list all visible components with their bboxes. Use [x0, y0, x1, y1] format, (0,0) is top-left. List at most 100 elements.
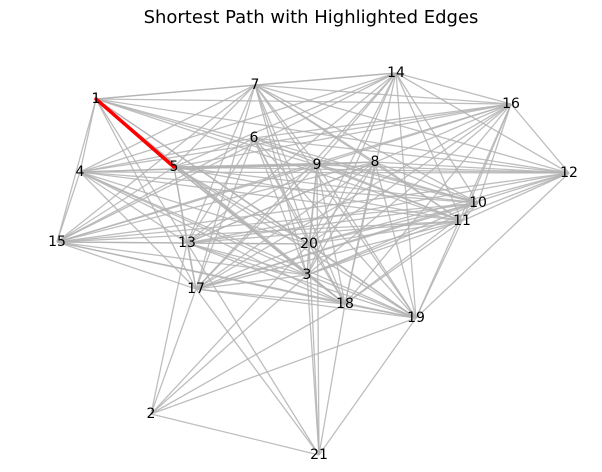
- edge-11-13: [186, 220, 463, 244]
- edge-17-19: [195, 288, 417, 319]
- edge-5-12: [173, 166, 570, 174]
- edge-15-7: [56, 84, 256, 243]
- edge-3-21: [306, 274, 320, 456]
- edge-1-15: [56, 98, 97, 243]
- edge-15-19: [56, 241, 417, 319]
- node-label-18: 18: [336, 296, 354, 312]
- edge-8-13: [186, 161, 376, 244]
- highlighted-edge-1-5: [94, 97, 176, 169]
- edge-10-20: [308, 202, 479, 245]
- edge-12-11: [461, 172, 570, 222]
- edge-17-20: [195, 243, 310, 290]
- edge-15-9: [56, 164, 318, 243]
- edge-6-17: [195, 137, 255, 290]
- edge-5-20: [173, 166, 310, 245]
- edge-14-13: [186, 72, 397, 244]
- edge-14-19: [395, 72, 417, 319]
- node-label-13: 13: [178, 235, 196, 251]
- edge-20-2: [150, 243, 310, 415]
- edge-14-10: [395, 72, 479, 204]
- node-label-14: 14: [387, 65, 405, 81]
- edge-5-18: [173, 166, 346, 305]
- edge-14-20: [308, 72, 397, 245]
- edge-17-18: [195, 288, 346, 305]
- edge-8-10: [374, 161, 479, 204]
- node-label-17: 17: [187, 281, 205, 297]
- edge-9-10: [316, 164, 479, 204]
- edge-8-17: [195, 161, 376, 290]
- edge-15-5: [56, 166, 175, 243]
- edge-20-19: [308, 243, 417, 319]
- edge-18-21: [318, 303, 346, 456]
- edge-16-3: [306, 103, 512, 276]
- node-label-11: 11: [453, 213, 471, 229]
- edge-11-19: [415, 220, 463, 319]
- edge-11-3: [306, 220, 463, 276]
- edge-7-13: [186, 84, 256, 244]
- edge-16-10: [477, 103, 512, 204]
- edge-8-3: [306, 161, 376, 276]
- edge-13-18: [186, 242, 346, 305]
- edge-15-10: [56, 202, 479, 243]
- edge-16-12: [510, 103, 570, 174]
- edge-14-9: [316, 72, 397, 166]
- edge-4-14: [79, 72, 397, 173]
- node-label-10: 10: [469, 195, 487, 211]
- edge-12-8: [374, 161, 570, 174]
- node-label-5: 5: [170, 159, 179, 175]
- node-label-19: 19: [407, 310, 425, 326]
- node-label-6: 6: [250, 130, 259, 146]
- edge-11-17: [195, 220, 463, 290]
- edge-15-17: [56, 241, 197, 290]
- edge-6-18: [253, 137, 346, 305]
- edge-4-11: [79, 171, 463, 222]
- edges-layer: [56, 72, 570, 456]
- chart-title: Shortest Path with Highlighted Edges: [144, 7, 479, 28]
- node-label-7: 7: [251, 77, 260, 93]
- edge-16-19: [415, 103, 512, 319]
- edge-1-17: [95, 98, 197, 290]
- edge-10-18: [344, 202, 479, 305]
- edge-6-12: [253, 137, 570, 174]
- edge-10-11: [461, 202, 479, 222]
- edge-15-8: [56, 161, 376, 243]
- edge-16-20: [308, 103, 512, 245]
- edge-7-14: [254, 72, 397, 86]
- edge-21-13: [186, 242, 320, 456]
- node-label-15: 15: [48, 234, 66, 250]
- edge-14-17: [195, 72, 397, 290]
- highlighted-path-layer: [94, 97, 176, 169]
- node-label-3: 3: [303, 267, 312, 283]
- edge-15-13: [56, 241, 188, 244]
- edge-8-18: [344, 161, 376, 305]
- edge-16-9: [316, 103, 512, 166]
- edge-4-7: [79, 84, 256, 173]
- edge-17-21: [195, 288, 320, 456]
- edge-10-17: [195, 202, 479, 290]
- edge-3-18: [306, 274, 346, 305]
- edge-9-17: [195, 164, 318, 290]
- edge-19-21: [318, 317, 417, 456]
- node-label-2: 2: [147, 406, 156, 422]
- edge-7-20: [254, 84, 310, 245]
- edge-13-17: [186, 242, 197, 290]
- edge-20-21: [308, 243, 320, 456]
- edge-7-12: [254, 84, 570, 174]
- edge-7-19: [254, 84, 417, 319]
- edge-3-19: [306, 274, 417, 319]
- edge-3-2: [150, 274, 308, 415]
- edge-21-9: [316, 164, 320, 456]
- node-label-12: 12: [560, 165, 578, 181]
- edge-15-3: [56, 241, 308, 276]
- edge-6-10: [253, 137, 479, 204]
- edge-15-11: [56, 220, 463, 243]
- edge-19-2: [150, 317, 417, 415]
- edge-7-10: [254, 84, 479, 204]
- node-label-4: 4: [76, 164, 85, 180]
- edge-7-9: [254, 84, 318, 166]
- edge-2-13: [150, 242, 188, 415]
- edge-9-13: [186, 164, 318, 244]
- edge-16-18: [344, 103, 512, 305]
